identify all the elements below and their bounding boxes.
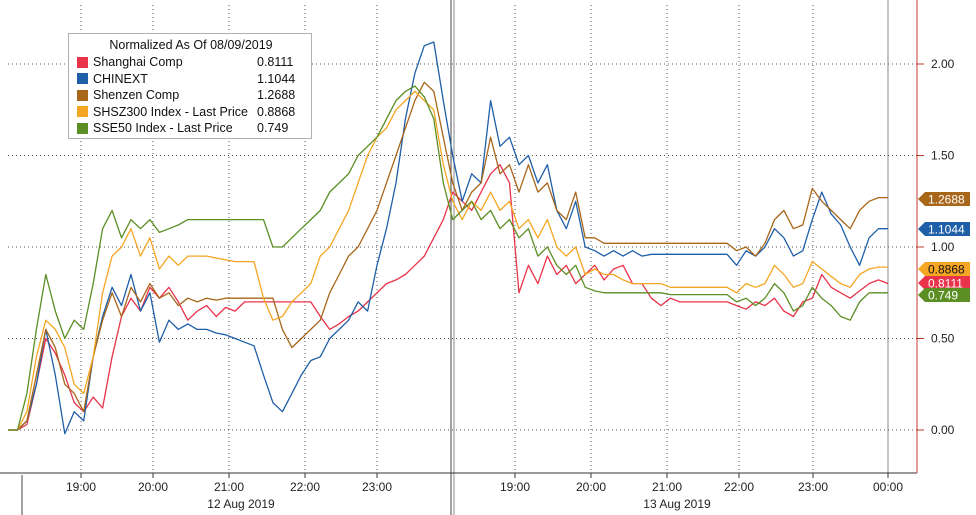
x-tick-label: 23:00: [362, 480, 392, 494]
badge-shape: [918, 192, 970, 206]
x-tick-label: 23:00: [798, 480, 828, 494]
x-tick-label: 20:00: [138, 480, 168, 494]
last-value-badge: 1.1044: [918, 222, 970, 237]
last-value-badge: 1.2688: [918, 192, 970, 207]
legend-swatch-chinext: [77, 73, 88, 85]
y-tick-label: 0.50: [931, 332, 955, 346]
series-line-2: [8, 81, 888, 431]
legend-label: Shenzen Comp: [93, 88, 180, 103]
date-label: 13 Aug 2019: [643, 497, 711, 511]
badge-shape: [918, 276, 970, 290]
date-label: 12 Aug 2019: [207, 497, 275, 511]
x-tick-label: 22:00: [290, 480, 320, 494]
legend-title: Normalized As Of 08/09/2019: [109, 38, 273, 52]
x-tick-label: 19:00: [500, 480, 530, 494]
badge-label: 1.1044: [928, 223, 965, 237]
series-lines: [8, 41, 889, 435]
last-value-badge: 0.8111: [918, 276, 970, 291]
legend-item: Shenzen Comp 1.2688: [77, 87, 305, 104]
y-tick-label: 2.00: [931, 57, 955, 71]
axes: 0.00 0.50 1.00 1.50 2.00 19:00 20:00 21:00 22:00…: [0, 0, 955, 515]
x-tick-label: 22:00: [724, 480, 754, 494]
legend-value: 0.8868: [257, 104, 296, 119]
y-tick-label: 1.50: [931, 149, 955, 163]
legend-label: SHSZ300 Index - Last Price: [93, 104, 248, 119]
badge-shape: [918, 262, 970, 276]
badge-label: 1.2688: [928, 193, 965, 207]
legend-value: 1.2688: [257, 88, 296, 103]
legend-swatch-sse50: [77, 122, 88, 134]
legend-label: CHINEXT: [93, 71, 148, 86]
legend-value: 0.8111: [257, 55, 294, 70]
legend-item: Shanghai Comp 0.8111: [77, 54, 305, 71]
legend-swatch-shsz300: [77, 106, 88, 118]
legend-label: Shanghai Comp: [93, 55, 183, 70]
legend-value: 1.1044: [257, 71, 296, 86]
x-tick-label: 00:00: [873, 480, 903, 494]
legend-item: CHINEXT 1.1044: [77, 71, 305, 88]
series-line-0: [8, 164, 889, 431]
y-tick-label: 0.00: [931, 423, 955, 437]
legend-label: SSE50 Index - Last Price: [93, 121, 233, 136]
x-tick-label: 21:00: [652, 480, 682, 494]
legend-swatch-shenzen: [77, 89, 88, 101]
badge-label: 0.8868: [928, 263, 965, 277]
x-tick-label: 21:00: [214, 480, 244, 494]
last-value-badge: 0.8868: [918, 262, 970, 277]
x-tick-label: 19:00: [66, 480, 96, 494]
series-line-4: [8, 85, 888, 431]
legend-item: SSE50 Index - Last Price 0.749: [77, 120, 305, 137]
last-value-badge: 0.749: [918, 288, 970, 303]
x-tick-label: 20:00: [576, 480, 606, 494]
series-line-3: [8, 90, 888, 431]
y-tick-label: 1.00: [931, 240, 955, 254]
badge-label: 0.8111: [928, 277, 963, 291]
legend-item: SHSZ300 Index - Last Price 0.8868: [77, 104, 305, 121]
legend: Normalized As Of 08/09/2019 Shanghai Com…: [68, 33, 312, 139]
badge-shape: [918, 288, 970, 302]
legend-value: 0.749: [257, 121, 289, 136]
badge-label: 0.749: [928, 289, 958, 303]
series-line-1: [8, 41, 888, 435]
badge-shape: [918, 222, 970, 236]
legend-swatch-shanghai: [77, 56, 88, 68]
